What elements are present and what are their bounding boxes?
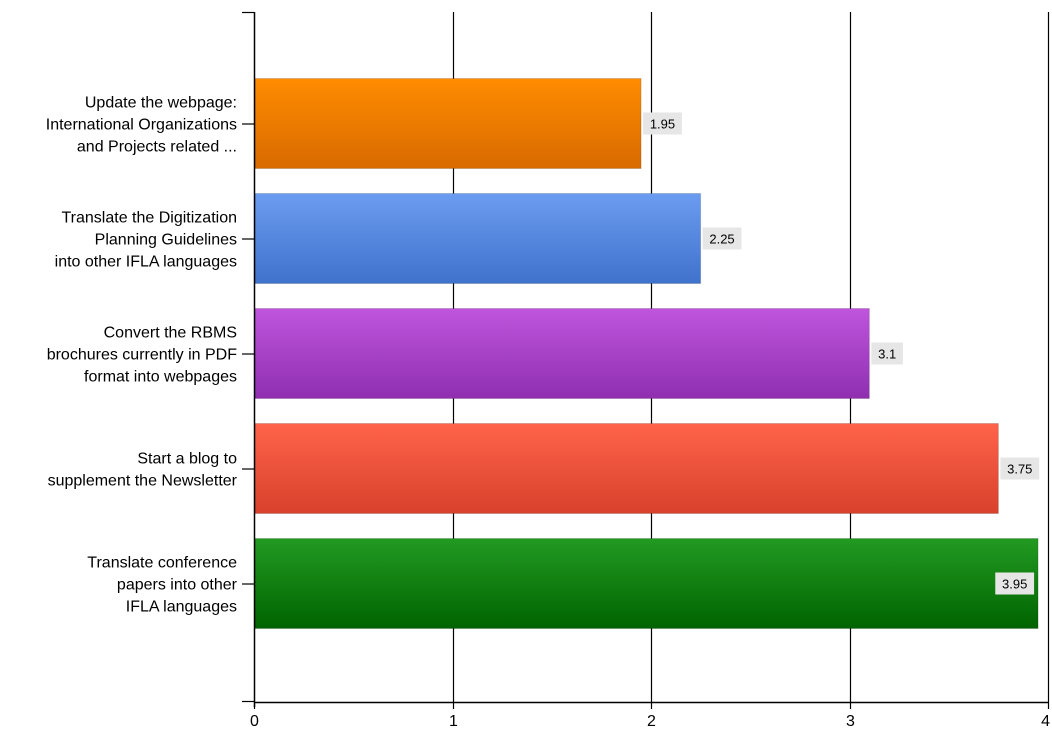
category-label-2: Translate the Digitization Planning Guide… <box>55 210 237 271</box>
x-tick-label-3: 3 <box>846 713 855 730</box>
value-label-5: 3.95 <box>1002 577 1027 592</box>
bar-3 <box>254 308 870 399</box>
x-tick-label-4: 4 <box>1041 713 1050 730</box>
category-label-3: Convert the RBMS brochures currently in P… <box>47 325 238 386</box>
bar-2 <box>254 193 702 284</box>
x-tick-label-0: 0 <box>250 713 259 730</box>
category-label-4: Start a blog to supplement the Newsletter <box>48 451 238 490</box>
bar-5 <box>254 538 1039 629</box>
value-label-1: 1.95 <box>650 117 675 132</box>
labels: 1.95 Update the webpage: International Org… <box>46 95 1050 731</box>
category-label-5: Translate conference papers into other IFL… <box>87 555 237 616</box>
bars <box>254 78 1039 629</box>
x-tick-label-2: 2 <box>647 713 656 730</box>
bar-1 <box>254 78 642 169</box>
value-label-bg-2 <box>702 227 742 250</box>
value-label-bg-1 <box>643 112 682 135</box>
bar-4 <box>254 423 999 514</box>
value-label-bg-4 <box>1000 457 1040 480</box>
value-label-3: 3.1 <box>878 347 896 362</box>
x-tick-label-1: 1 <box>449 713 458 730</box>
value-label-2: 2.25 <box>709 232 734 247</box>
value-label-bg-3 <box>871 342 903 365</box>
value-label-4: 3.75 <box>1007 462 1032 477</box>
value-label-bg-5 <box>995 572 1035 595</box>
category-label-1: Update the webpage: International Organiz… <box>46 95 237 156</box>
axes <box>242 11 1050 709</box>
